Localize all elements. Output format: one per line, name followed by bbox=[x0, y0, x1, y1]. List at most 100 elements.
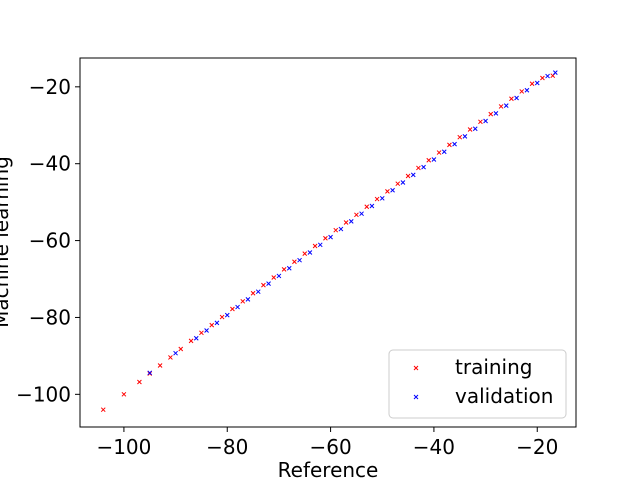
training-point bbox=[405, 173, 411, 179]
training-point bbox=[261, 282, 266, 288]
validation-point bbox=[359, 211, 364, 217]
training-point bbox=[519, 89, 525, 94]
training-point bbox=[281, 267, 287, 272]
training-point bbox=[240, 298, 246, 304]
training-point bbox=[374, 196, 380, 202]
legend-marker-training-x bbox=[413, 365, 419, 371]
validation-point bbox=[431, 157, 437, 162]
training-point bbox=[199, 330, 204, 336]
training-point bbox=[323, 235, 328, 241]
training-point bbox=[219, 314, 225, 320]
x-axis-label: Reference bbox=[278, 458, 379, 480]
validation-point bbox=[193, 335, 199, 341]
legend-marker-validation bbox=[413, 394, 419, 400]
validation-point bbox=[379, 195, 385, 201]
training-point bbox=[416, 165, 421, 171]
legend-marker-training bbox=[413, 365, 419, 371]
training-point bbox=[250, 290, 256, 296]
training-point bbox=[447, 142, 452, 148]
training-point bbox=[457, 134, 463, 140]
validation-point bbox=[317, 242, 323, 248]
validation-point bbox=[245, 297, 251, 302]
training-point bbox=[137, 379, 142, 385]
series-training bbox=[100, 73, 556, 413]
y-axis-ticks: −100 −80 −60 −40 −20 bbox=[16, 75, 80, 406]
validation-point bbox=[147, 370, 153, 376]
validation-point bbox=[514, 95, 519, 101]
validation-point bbox=[348, 219, 354, 224]
validation-point bbox=[266, 281, 271, 286]
training-point bbox=[426, 157, 432, 163]
validation-point bbox=[369, 203, 375, 209]
training-point bbox=[354, 212, 359, 218]
y-tick-label: −60 bbox=[29, 229, 71, 253]
validation-point bbox=[338, 226, 344, 232]
validation-point bbox=[276, 273, 282, 279]
validation-point bbox=[224, 312, 230, 318]
y-tick-label: −80 bbox=[29, 305, 71, 329]
validation-point bbox=[410, 172, 416, 178]
validation-point bbox=[441, 149, 447, 155]
validation-point bbox=[214, 320, 220, 326]
x-tick-label: −100 bbox=[96, 435, 151, 459]
validation-point bbox=[493, 110, 499, 116]
y-tick-label: −40 bbox=[29, 152, 71, 176]
validation-point bbox=[524, 87, 530, 93]
x-tick-label: −40 bbox=[413, 435, 455, 459]
x-tick-label: −20 bbox=[516, 435, 558, 459]
validation-point bbox=[503, 103, 509, 109]
validation-point bbox=[255, 289, 261, 295]
training-point bbox=[540, 75, 545, 81]
validation-point bbox=[472, 126, 478, 132]
training-point bbox=[488, 111, 494, 117]
training-point bbox=[157, 363, 163, 368]
training-point bbox=[509, 96, 514, 102]
training-point bbox=[478, 119, 483, 125]
legend-marker-validation-x bbox=[413, 394, 419, 400]
training-point bbox=[188, 338, 194, 344]
training-point bbox=[312, 243, 318, 249]
validation-point bbox=[307, 250, 313, 255]
training-point bbox=[271, 275, 277, 280]
legend-box bbox=[388, 349, 567, 419]
validation-point bbox=[534, 80, 540, 86]
validation-point bbox=[452, 141, 457, 147]
training-point bbox=[209, 322, 215, 328]
validation-point bbox=[173, 350, 178, 356]
training-point bbox=[178, 346, 184, 352]
training-point bbox=[121, 391, 127, 397]
x-axis-ticks: −100 −80 −60 −40 −20 bbox=[96, 427, 558, 459]
data-points-layer bbox=[100, 70, 558, 413]
training-point bbox=[302, 251, 308, 257]
validation-point bbox=[286, 265, 292, 271]
training-point bbox=[292, 259, 297, 265]
training-point bbox=[529, 81, 535, 87]
validation-point bbox=[297, 257, 302, 263]
plot-frame bbox=[79, 57, 577, 428]
training-point bbox=[395, 181, 401, 187]
x-tick-label: −60 bbox=[309, 435, 351, 459]
y-tick-label: −20 bbox=[29, 75, 71, 99]
training-point bbox=[100, 407, 106, 413]
y-tick-label: −100 bbox=[16, 382, 71, 406]
training-point bbox=[147, 371, 153, 376]
legend-label-training: training bbox=[455, 355, 532, 379]
training-point bbox=[343, 220, 349, 225]
validation-point bbox=[552, 70, 558, 75]
validation-point bbox=[462, 134, 468, 139]
training-point bbox=[168, 355, 173, 360]
legend-label-validation: validation bbox=[455, 384, 553, 408]
validation-point bbox=[390, 187, 395, 193]
training-point bbox=[364, 204, 370, 210]
validation-point bbox=[545, 73, 550, 79]
training-point bbox=[333, 227, 339, 233]
series-validation bbox=[147, 70, 558, 376]
training-point bbox=[385, 189, 390, 194]
validation-point bbox=[421, 164, 426, 170]
validation-point bbox=[235, 304, 240, 310]
validation-point bbox=[400, 180, 406, 185]
training-point bbox=[498, 104, 504, 109]
validation-point bbox=[328, 234, 333, 240]
training-point bbox=[467, 127, 473, 132]
